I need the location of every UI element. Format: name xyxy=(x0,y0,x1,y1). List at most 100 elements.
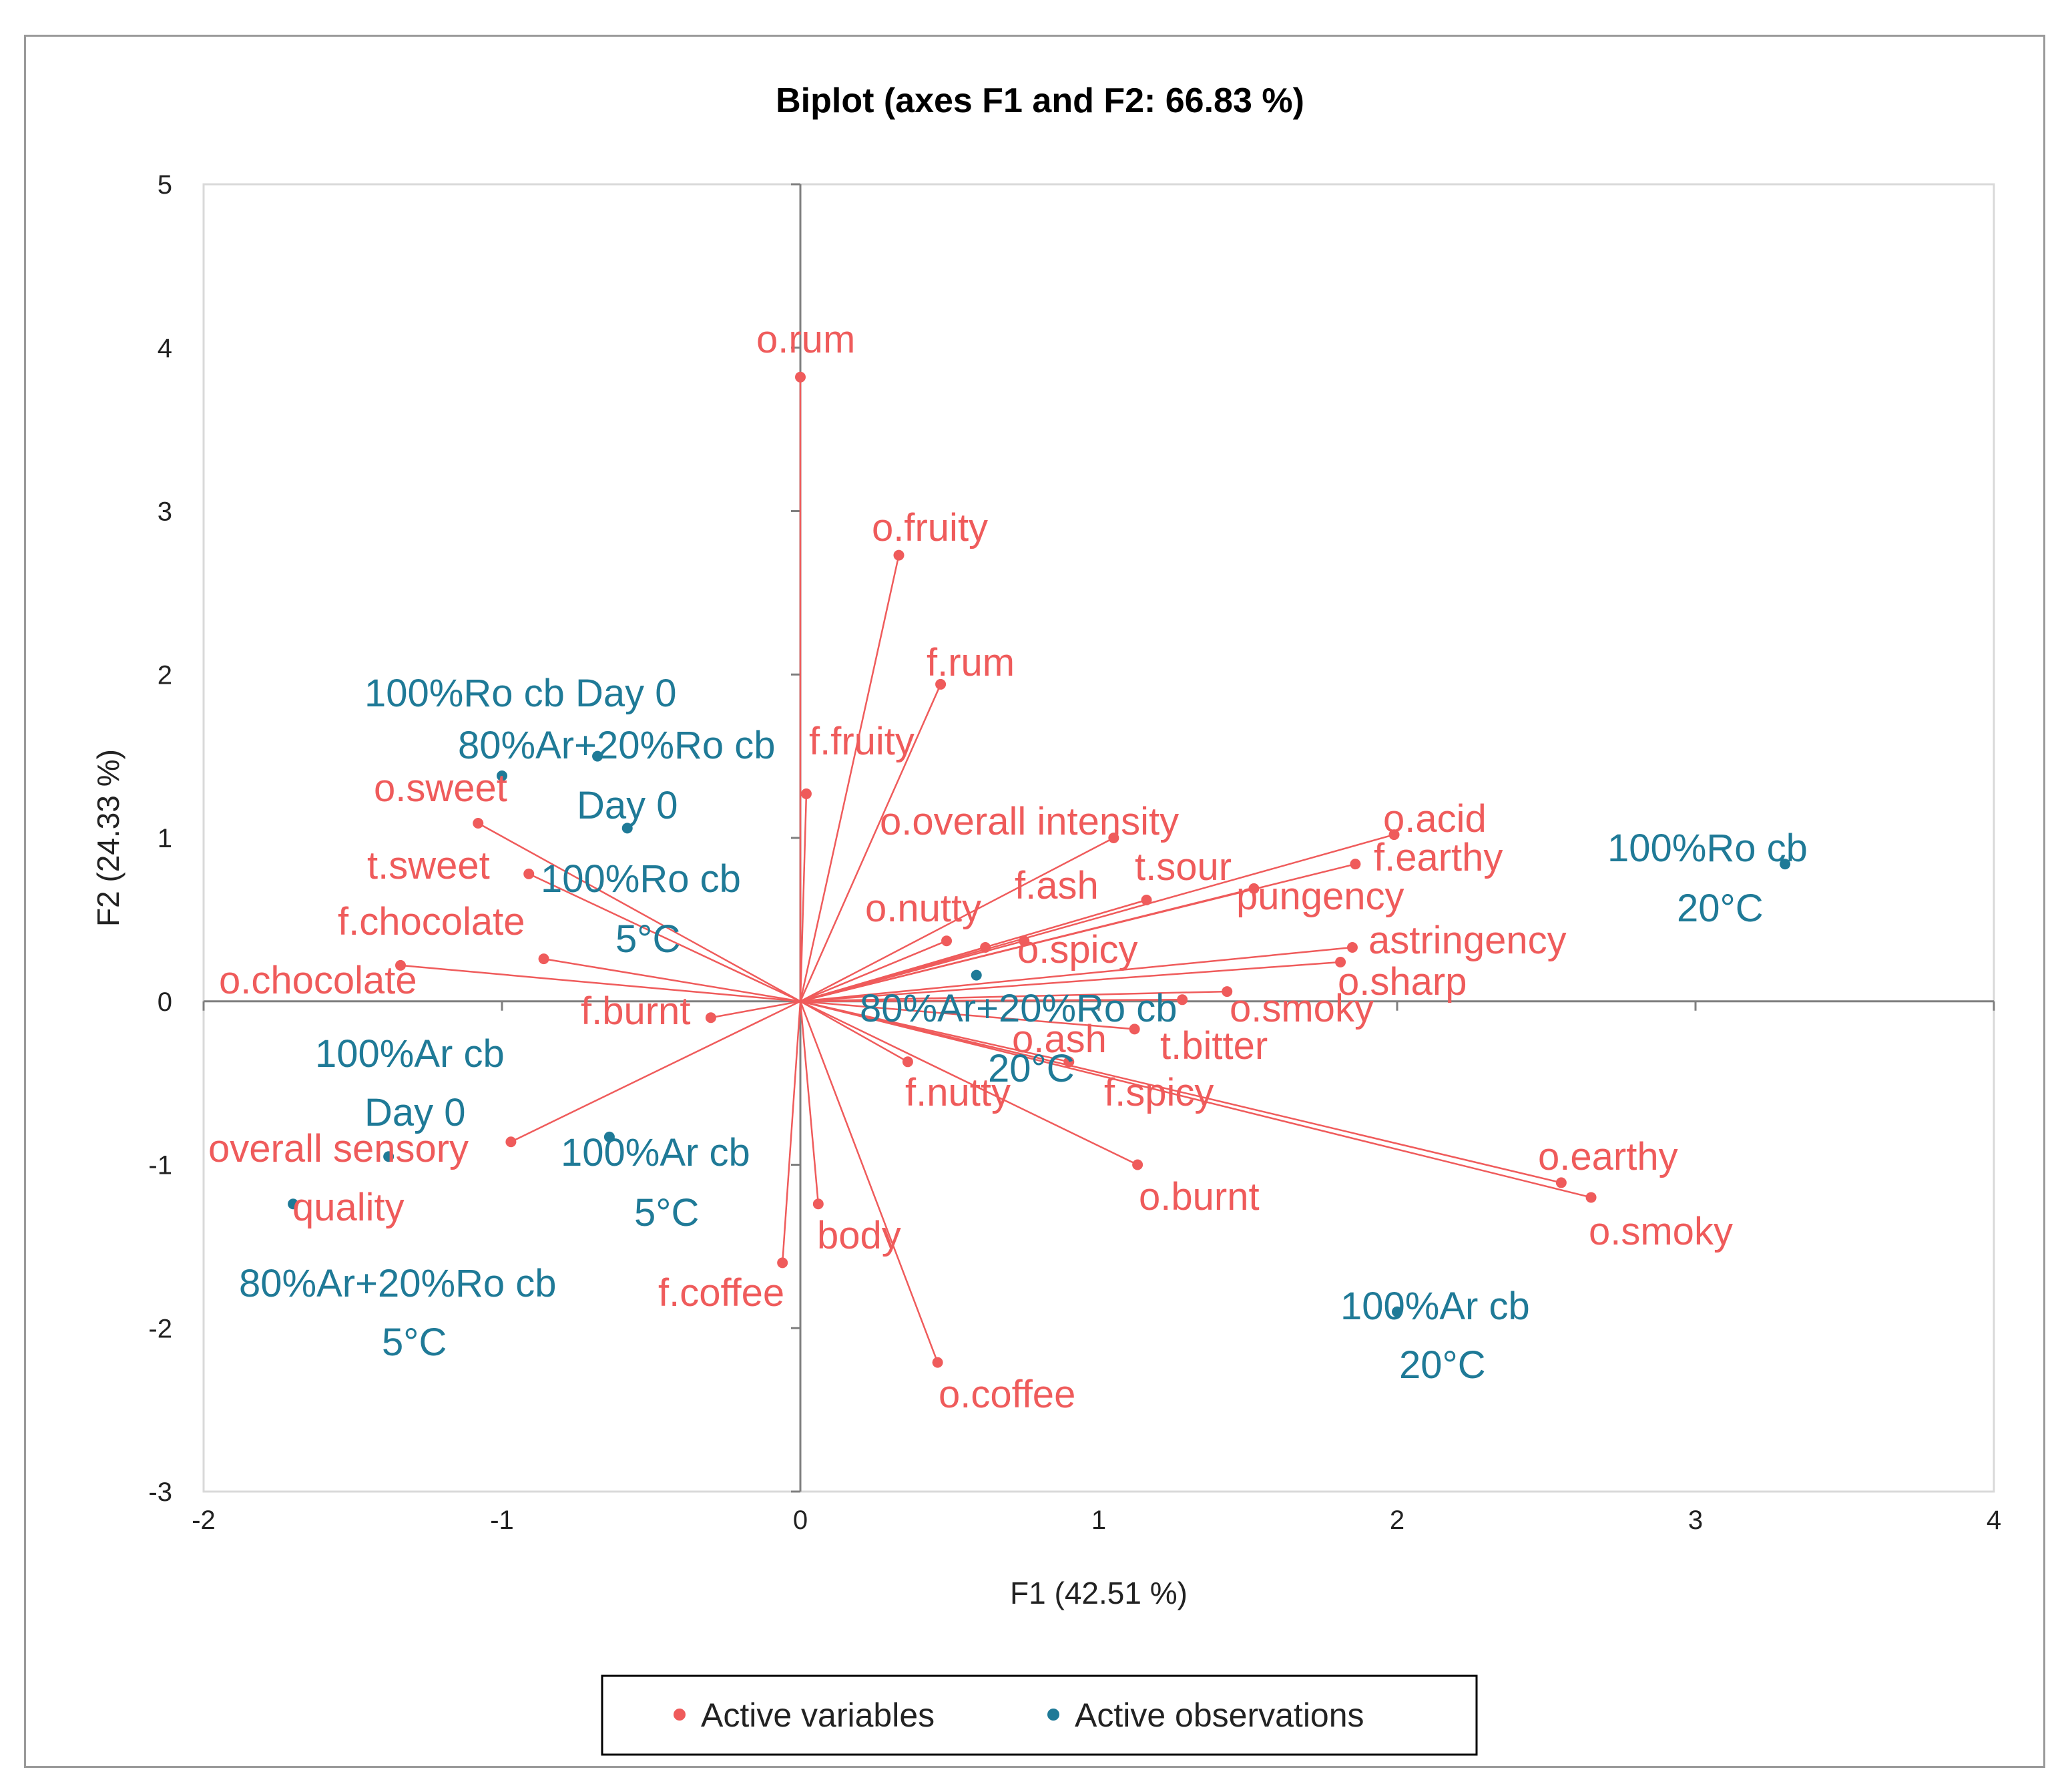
variable-vector xyxy=(528,873,801,1002)
label-astringency: astringency xyxy=(1368,919,1567,962)
variable-vector xyxy=(477,822,801,1002)
variable-vector xyxy=(800,990,1228,1002)
variable-point xyxy=(1346,941,1358,953)
observation-point xyxy=(1780,859,1791,870)
label-obs-ar-5-l2: 5°C xyxy=(634,1191,699,1235)
label-o-ash: o.ash xyxy=(1012,1018,1107,1061)
variable-vectors xyxy=(400,377,1591,1363)
variable-point xyxy=(893,549,904,561)
label-o-rum: o.rum xyxy=(756,318,855,361)
variable-vector xyxy=(710,1000,801,1019)
variable-point xyxy=(1129,1024,1140,1035)
x-tick-label: -1 xyxy=(490,1506,514,1535)
label-o-burnt: o.burnt xyxy=(1139,1175,1260,1218)
variable-point xyxy=(1141,895,1152,906)
observation-point xyxy=(383,1151,395,1162)
variable-point xyxy=(1108,833,1119,843)
label-t-sweet: t.sweet xyxy=(367,844,490,887)
variable-vector xyxy=(799,793,808,1001)
legend-variables-marker xyxy=(674,1709,686,1721)
label-obs-ar-20-l1: 100%Ar cb xyxy=(1340,1285,1530,1328)
variable-vector xyxy=(799,1001,820,1204)
variable-point xyxy=(1388,829,1400,841)
label-f-chocolate: f.chocolate xyxy=(338,900,525,943)
observation-point xyxy=(1392,1306,1402,1317)
label-f-nutty: f.nutty xyxy=(905,1071,1011,1114)
label-o-spicy: o.spicy xyxy=(1017,928,1138,971)
label-f-coffee: f.coffee xyxy=(658,1271,784,1315)
observation-point xyxy=(288,1198,299,1210)
legend-variables-label: Active variables xyxy=(701,1697,935,1734)
variable-point xyxy=(935,678,947,690)
label-obs-ro-5-l2: 5°C xyxy=(615,917,680,961)
y-tick-label: -3 xyxy=(148,1478,172,1507)
x-axis-title: F1 (42.51 %) xyxy=(1010,1576,1188,1610)
label-pungency: pungency xyxy=(1236,875,1404,918)
variable-point xyxy=(1335,957,1346,968)
observation-point xyxy=(497,770,507,781)
variable-point xyxy=(705,1012,716,1024)
x-tick-label: 0 xyxy=(793,1506,808,1535)
variable-point xyxy=(800,788,812,799)
variable-vector xyxy=(800,1000,1135,1030)
label-obs-ro-day0: 100%Ro cb Day 0 xyxy=(364,672,676,715)
variable-vector xyxy=(799,1001,939,1363)
x-tick-label: 1 xyxy=(1091,1506,1106,1535)
label-obs-ar-day0-l1: 100%Ar cb xyxy=(315,1032,505,1076)
observation-point xyxy=(971,969,982,981)
variable-vector xyxy=(400,964,801,1002)
legend-box xyxy=(601,1674,1478,1756)
legend: Active variables Active observations xyxy=(601,1674,1478,1756)
label-quality: quality xyxy=(292,1186,405,1229)
variable-point xyxy=(473,817,484,829)
label-obs-mix-20-l1: 80%Ar+20%Ro cb xyxy=(860,987,1178,1030)
label-f-fruity: f.fruity xyxy=(809,720,915,763)
variable-point xyxy=(395,959,407,971)
label-obs-ar-5-l1: 100%Ar cb xyxy=(561,1131,750,1174)
label-o-sweet: o.sweet xyxy=(374,766,507,810)
variable-point xyxy=(1248,883,1260,894)
label-f-spicy: f.spicy xyxy=(1104,1071,1214,1114)
label-obs-ar-20-l2: 20°C xyxy=(1399,1343,1486,1387)
label-o-coffee: o.coffee xyxy=(939,1373,1075,1416)
variable-vector xyxy=(800,1000,909,1063)
variable-point xyxy=(941,935,953,947)
label-obs-ro-20-l2: 20°C xyxy=(1677,887,1764,930)
variable-vector xyxy=(800,1000,1562,1184)
label-obs-mix-day0-l1: 80%Ar+20%Ro cb xyxy=(458,724,776,767)
y-tick-label: 5 xyxy=(158,170,172,200)
variable-point xyxy=(1555,1177,1567,1188)
chart-title: Biplot (axes F1 and F2: 66.83 %) xyxy=(776,81,1304,120)
variable-vector xyxy=(800,946,1353,1002)
variable-point xyxy=(1063,1056,1075,1068)
variable-vector xyxy=(800,837,1114,1002)
y-axis-title: F2 (24.33 %) xyxy=(91,749,125,927)
variable-point xyxy=(777,1257,788,1269)
variable-point xyxy=(795,371,806,383)
variable-vector xyxy=(543,957,801,1002)
label-obs-mix-5-l2: 5°C xyxy=(382,1321,447,1364)
label-o-chocolate: o.chocolate xyxy=(219,959,417,1002)
label-o-smoky-upper: o.smoky xyxy=(1230,987,1374,1030)
label-o-nutty: o.nutty xyxy=(865,887,981,930)
legend-observations-marker xyxy=(1047,1709,1059,1721)
variable-vector xyxy=(781,1001,802,1263)
variable-vector xyxy=(799,555,900,1002)
y-tick-label: 0 xyxy=(158,987,172,1017)
label-o-overall-intensity: o.overall intensity xyxy=(880,800,1179,843)
variable-vector xyxy=(800,961,1341,1002)
variable-labels: o.rum o.fruity f.rum f.fruity o.overall … xyxy=(208,318,1733,1416)
variable-vector xyxy=(800,999,1183,1002)
observation-point xyxy=(592,750,603,762)
variable-point xyxy=(538,953,549,965)
variable-point xyxy=(932,1357,943,1368)
label-o-earthy: o.earthy xyxy=(1538,1135,1678,1178)
y-tick-label: 1 xyxy=(158,824,172,853)
variable-point xyxy=(1177,994,1188,1005)
variable-point xyxy=(1019,935,1030,947)
chart-frame xyxy=(24,35,2045,1768)
variable-point xyxy=(523,868,535,879)
label-f-burnt: f.burnt xyxy=(581,989,690,1033)
label-f-earthy: f.earthy xyxy=(1374,836,1503,879)
